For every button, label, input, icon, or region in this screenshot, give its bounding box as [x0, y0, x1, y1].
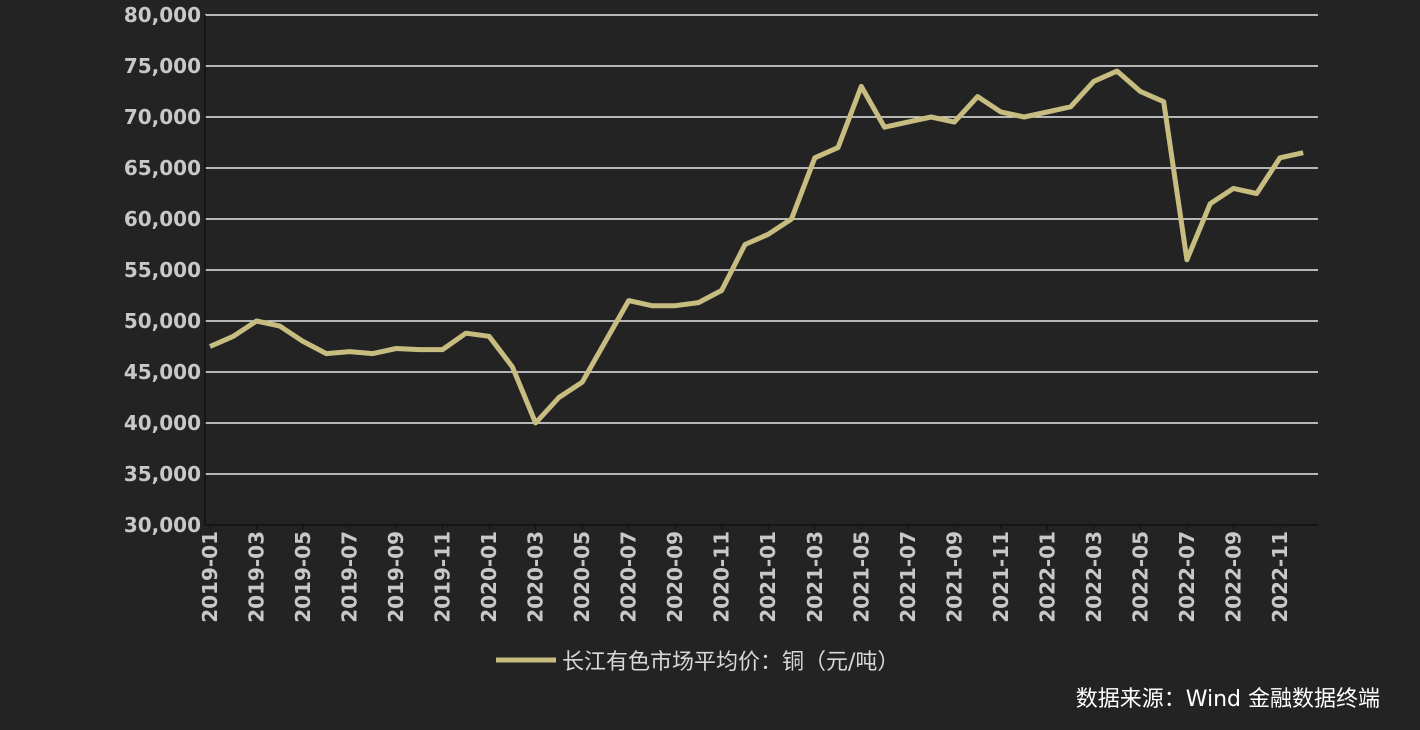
x-tick-label: 2019-05	[291, 531, 315, 623]
x-tick-label: 2021-11	[989, 531, 1013, 623]
x-tick-label: 2022-01	[1035, 531, 1059, 623]
y-tick-label: 50,000	[124, 309, 201, 333]
y-tick-label: 80,000	[124, 3, 201, 27]
x-tick-label: 2022-07	[1175, 531, 1199, 623]
x-tick-label: 2021-07	[896, 531, 920, 623]
x-tick-label: 2022-11	[1268, 531, 1292, 623]
x-tick-label: 2021-09	[942, 531, 966, 623]
x-tick-label: 2022-05	[1128, 531, 1152, 623]
x-tick-label: 2021-03	[803, 531, 827, 623]
x-tick-label: 2019-07	[338, 531, 362, 623]
x-tick-label: 2021-05	[849, 531, 873, 623]
x-tick-label: 2019-09	[384, 531, 408, 623]
legend-label: 长江有色市场平均价：铜（元/吨）	[562, 650, 899, 675]
y-tick-label: 65,000	[124, 156, 201, 180]
x-tick-label: 2019-11	[431, 531, 455, 623]
y-tick-label: 40,000	[124, 411, 201, 435]
y-tick-label: 30,000	[124, 513, 201, 537]
x-tick-label: 2020-11	[710, 531, 734, 623]
y-tick-label: 70,000	[124, 105, 201, 129]
y-tick-label: 35,000	[124, 462, 201, 486]
x-tick-label: 2021-01	[756, 531, 780, 623]
y-tick-label: 45,000	[124, 360, 201, 384]
x-tick-label: 2020-03	[524, 531, 548, 623]
line	[208, 68, 1304, 426]
x-tick-label: 2022-09	[1221, 531, 1245, 623]
x-tick-label: 2019-01	[198, 531, 222, 623]
y-tick-label: 55,000	[124, 258, 201, 282]
y-tick-label: 60,000	[124, 207, 201, 231]
y-tick-label: 75,000	[124, 54, 201, 78]
x-tick-label: 2020-05	[570, 531, 594, 623]
x-tick-label: 2022-03	[1082, 531, 1106, 623]
x-tick-label: 2020-01	[477, 531, 501, 623]
source-note: 数据来源：Wind 金融数据终端	[1076, 687, 1380, 712]
x-tick-label: 2020-09	[663, 531, 687, 623]
x-tick-label: 2019-03	[245, 531, 269, 623]
x-tick-label: 2020-07	[617, 531, 641, 623]
